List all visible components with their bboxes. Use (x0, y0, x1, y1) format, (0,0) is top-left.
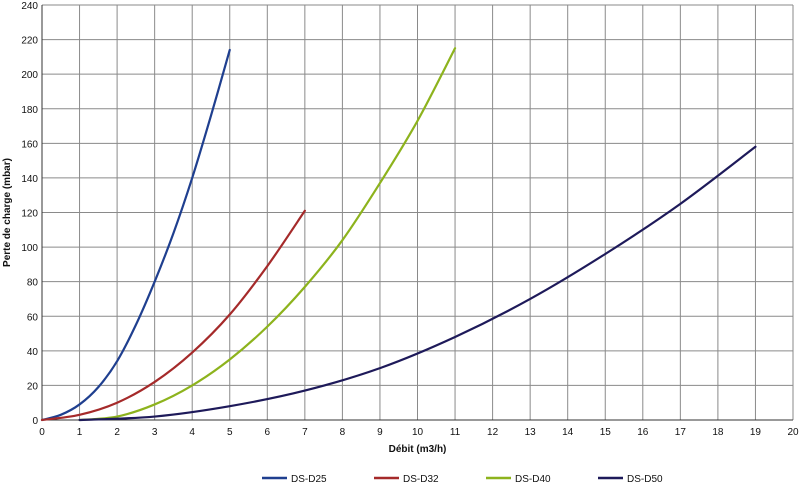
series-line-ds-d40 (78, 47, 457, 422)
x-tick-label: 14 (562, 427, 574, 438)
y-tick-label: 140 (21, 174, 38, 185)
x-tick-label: 9 (377, 427, 383, 438)
x-tick-label: 16 (637, 427, 649, 438)
x-tick-label: 7 (302, 427, 308, 438)
x-tick-label: 19 (750, 427, 762, 438)
legend-label: DS-D32 (403, 474, 439, 485)
legend-label: DS-D40 (515, 474, 551, 485)
x-tick-label: 18 (712, 427, 724, 438)
axes (41, 5, 793, 421)
y-tick-label: 60 (27, 312, 39, 323)
x-tick-label: 1 (77, 427, 83, 438)
x-tick-label: 13 (525, 427, 537, 438)
y-tick-label: 20 (27, 381, 39, 392)
series-lines (40, 47, 757, 422)
x-axis-title: Débit (m3/h) (389, 444, 447, 455)
y-tick-label: 80 (27, 278, 39, 289)
x-tick-label: 6 (265, 427, 271, 438)
legend-label: DS-D50 (627, 474, 663, 485)
x-tick-label: 4 (189, 427, 195, 438)
y-tick-label: 160 (21, 139, 38, 150)
x-tick-label: 17 (675, 427, 687, 438)
x-tick-label: 2 (114, 427, 120, 438)
y-tick-label: 180 (21, 105, 38, 116)
tick-labels: 0 1 2 3 4 5 6 7 8 9 10 11 12 13 14 15 16 17 18 19 2002040608… (21, 1, 799, 438)
y-tick-label: 200 (21, 70, 38, 81)
y-tick-label: 100 (21, 243, 38, 254)
grid (41, 4, 794, 421)
y-axis-title: Perte de charge (mbar) (2, 158, 13, 267)
y-tick-label: 120 (21, 209, 38, 220)
series-line-ds-d50 (78, 145, 757, 422)
x-tick-label: 12 (487, 427, 499, 438)
y-tick-label: 220 (21, 36, 38, 47)
x-tick-label: 11 (450, 427, 461, 438)
y-tick-label: 240 (21, 1, 38, 12)
y-tick-label: 40 (27, 347, 39, 358)
x-tick-label: 3 (152, 427, 158, 438)
y-tick-label: 0 (32, 416, 38, 427)
legend-label: DS-D25 (291, 474, 327, 485)
x-tick-label: 5 (227, 427, 233, 438)
x-tick-label: 20 (787, 427, 799, 438)
series-line-ds-d32 (40, 209, 306, 422)
x-tick-label: 10 (412, 427, 424, 438)
legend: DS-D25 DS-D32 DS-D40 DS-D50 (262, 474, 663, 485)
x-tick-label: 8 (340, 427, 346, 438)
series-line-ds-d25 (40, 48, 231, 422)
x-tick-label: 15 (600, 427, 612, 438)
x-tick-label: 0 (39, 427, 45, 438)
